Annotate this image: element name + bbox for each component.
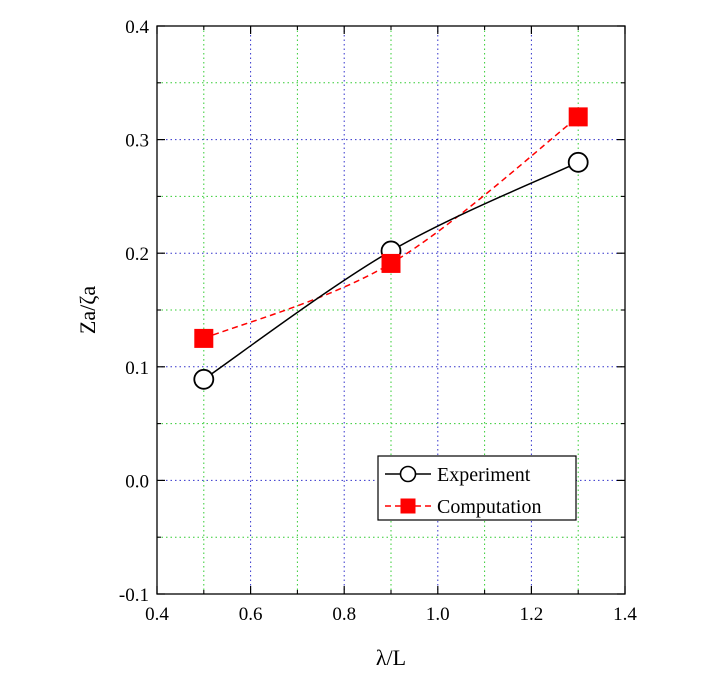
x-tick-label: 0.6: [239, 604, 263, 625]
experiment-point: [567, 151, 589, 173]
experiment-point: [193, 368, 215, 390]
x-tick-label: 0.8: [332, 604, 356, 625]
y-axis-label: Za/ζa: [75, 286, 100, 334]
x-tick-label: 0.4: [145, 604, 169, 625]
y-tick-label: -0.1: [119, 585, 149, 606]
legend-experiment-marker: [399, 465, 417, 483]
y-tick-label: 0.3: [125, 131, 149, 152]
computation-point: [381, 253, 401, 273]
x-tick-label: 1.2: [520, 604, 544, 625]
y-tick-label: 0.0: [125, 471, 149, 492]
legend: Experiment Computation: [377, 455, 577, 521]
series-layer: [193, 107, 589, 390]
x-axis-label: λ/L: [376, 645, 406, 670]
axes: 0.4 0.6 0.8 1.0 1.2 1.4 -0.1 0.0 0.1 0.2 0.3 0.4: [119, 17, 637, 625]
y-tick-label: 0.4: [125, 17, 149, 38]
legend-computation-label: Computation: [437, 496, 541, 518]
x-tick-label: 1.0: [426, 604, 450, 625]
legend-computation-marker: [400, 498, 416, 514]
markers-computation: [194, 107, 588, 348]
x-tick-label: 1.4: [613, 604, 637, 625]
computation-point: [568, 107, 588, 127]
computation-point: [194, 328, 214, 348]
y-tick-label: 0.2: [125, 244, 149, 265]
y-tick-label: 0.1: [125, 358, 149, 379]
legend-experiment-label: Experiment: [437, 464, 531, 486]
